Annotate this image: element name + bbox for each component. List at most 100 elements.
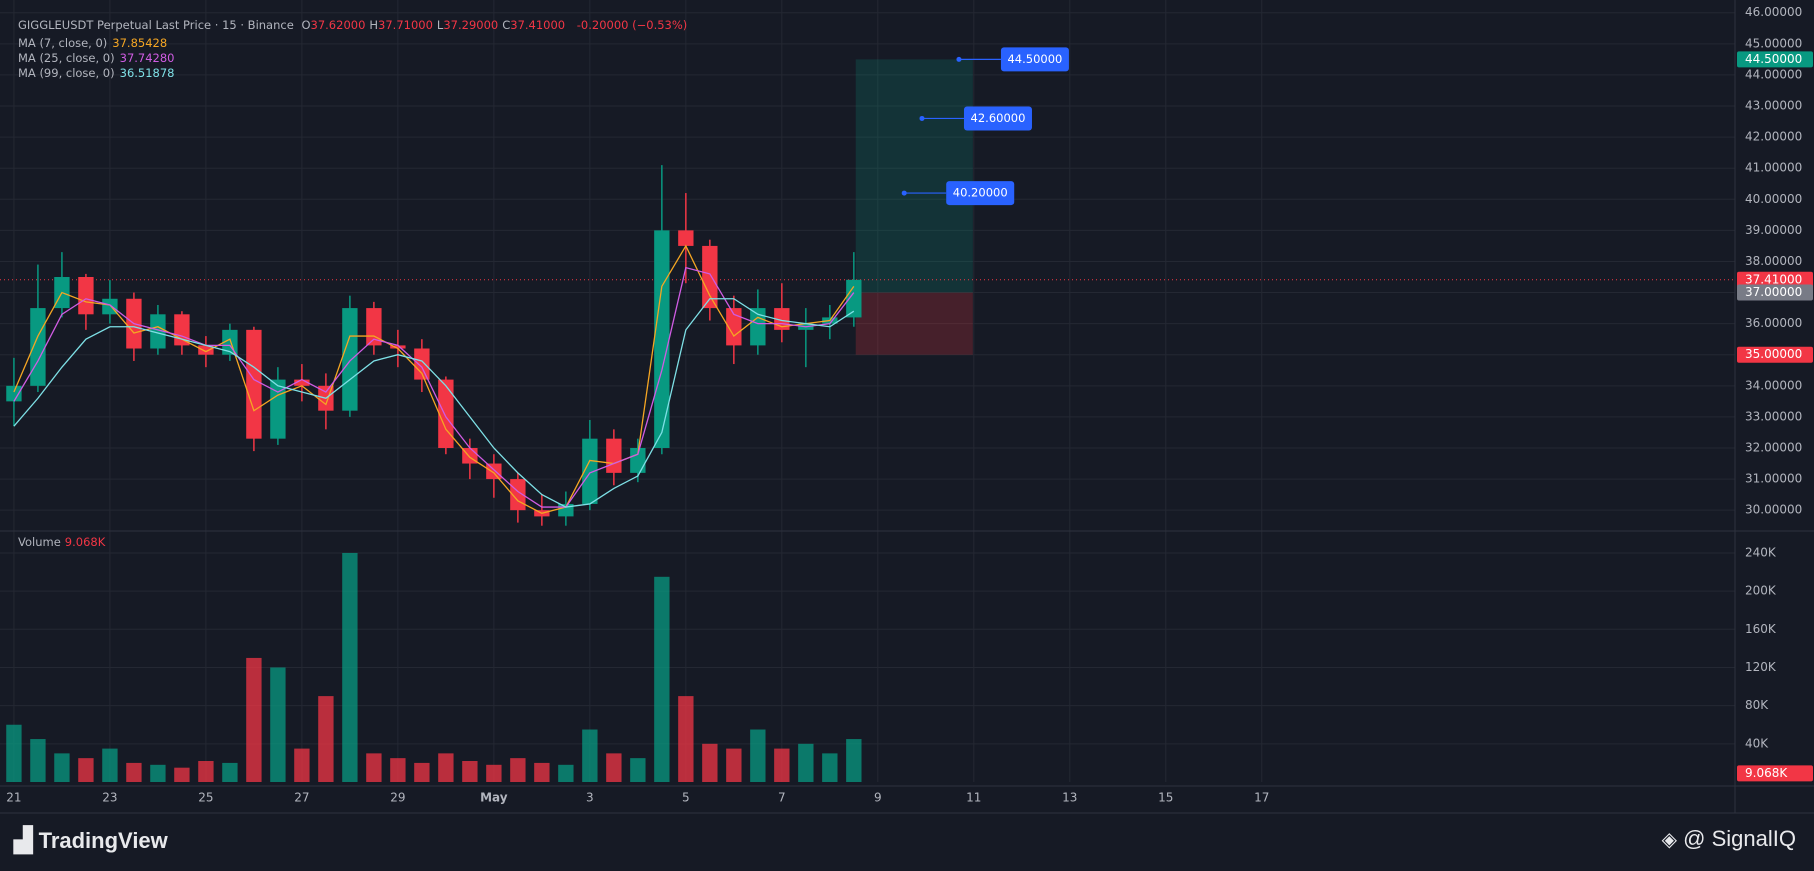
candle-body bbox=[438, 379, 454, 448]
volume-bar bbox=[198, 761, 214, 782]
y-tick-label: 44.00000 bbox=[1745, 67, 1802, 81]
candle-body bbox=[390, 345, 406, 349]
candle-body bbox=[222, 329, 238, 355]
volume-legend: Volume 9.068K bbox=[18, 535, 109, 549]
y-tick-label: 45.00000 bbox=[1745, 36, 1802, 50]
x-tick-label: May bbox=[480, 791, 508, 805]
ohlc-value: 37.41000 bbox=[510, 18, 566, 32]
volume-bar bbox=[30, 739, 46, 782]
ohlc-label: L bbox=[436, 18, 444, 32]
candle-body bbox=[654, 230, 670, 448]
volume-bar bbox=[750, 729, 766, 782]
ohlc-label: O bbox=[301, 18, 311, 32]
volume-bar bbox=[102, 748, 118, 782]
ma-value: 37.85428 bbox=[112, 36, 168, 50]
brand-logo: ▟ TradingView bbox=[14, 827, 168, 854]
x-tick-label: 21 bbox=[6, 791, 21, 805]
candle-body bbox=[582, 438, 598, 504]
y-tick-label: 42.00000 bbox=[1745, 130, 1802, 144]
x-tick-label: 29 bbox=[390, 791, 405, 805]
ma-legend-row: MA (25, close, 0) 37.74280 bbox=[18, 51, 175, 66]
volume-bar bbox=[390, 758, 406, 782]
x-tick-label: 27 bbox=[294, 791, 309, 805]
ohlc-value: 37.62000 bbox=[310, 18, 366, 32]
candle-body bbox=[846, 279, 862, 318]
ma-legend: MA (7, close, 0) 37.85428 MA (25, close, 0… bbox=[18, 36, 175, 81]
volume-bar bbox=[222, 762, 238, 782]
volume-tick-label: 200K bbox=[1745, 584, 1777, 598]
volume-bar bbox=[606, 753, 622, 782]
target-label: 42.60000 bbox=[971, 111, 1026, 125]
candle-body bbox=[726, 308, 742, 346]
ma-line bbox=[13, 266, 855, 508]
x-tick-label: 3 bbox=[586, 791, 594, 805]
price-badge bbox=[1737, 271, 1813, 288]
candle-body bbox=[150, 314, 166, 349]
candle-body bbox=[414, 348, 430, 380]
target-label: 40.20000 bbox=[953, 186, 1008, 200]
volume-bar bbox=[534, 762, 550, 782]
price-badge bbox=[1737, 284, 1813, 301]
volume-bar bbox=[318, 696, 334, 782]
candle-body bbox=[606, 438, 622, 473]
y-tick-label: 36.00000 bbox=[1745, 316, 1802, 330]
volume-bar bbox=[342, 552, 358, 782]
volume-bar bbox=[846, 739, 862, 782]
y-tick-label: 34.00000 bbox=[1745, 378, 1802, 392]
candle-body bbox=[750, 308, 766, 346]
volume-bar bbox=[126, 762, 142, 782]
x-tick-label: 11 bbox=[966, 791, 981, 805]
ma-line bbox=[13, 298, 855, 508]
x-tick-label: 7 bbox=[778, 791, 786, 805]
candle-body bbox=[246, 329, 262, 439]
y-tick-label: 40.00000 bbox=[1745, 192, 1802, 206]
brand-text: TradingView bbox=[38, 828, 168, 853]
ma-value: 36.51878 bbox=[119, 66, 175, 80]
y-tick-label: 43.00000 bbox=[1745, 99, 1802, 113]
change: -0.20000 (−0.53%) bbox=[576, 18, 688, 32]
volume-tick-label: 120K bbox=[1745, 660, 1777, 674]
watermark-text: @ SignalIQ bbox=[1683, 826, 1796, 851]
candle-body bbox=[702, 245, 718, 309]
header: GIGGLEUSDT Perpetual Last Price · 15 · B… bbox=[18, 18, 691, 32]
ohlc-label: H bbox=[369, 18, 379, 32]
volume-bar bbox=[438, 753, 454, 782]
candle-body bbox=[6, 385, 22, 402]
volume-bar bbox=[246, 657, 262, 782]
volume-tick-label: 80K bbox=[1745, 698, 1769, 712]
target-label-bg bbox=[963, 106, 1032, 131]
y-tick-label: 46.00000 bbox=[1745, 5, 1802, 19]
symbol-title: GIGGLEUSDT Perpetual Last Price · 15 · B… bbox=[18, 18, 294, 32]
ma-legend-row: MA (99, close, 0) 36.51878 bbox=[18, 66, 175, 81]
volume-bar bbox=[462, 761, 478, 782]
volume-badge bbox=[1737, 765, 1813, 782]
x-tick-label: 5 bbox=[682, 791, 690, 805]
candle-body bbox=[486, 463, 502, 480]
volume-bar bbox=[78, 758, 94, 782]
volume-bar bbox=[150, 764, 166, 782]
volume-bar bbox=[294, 748, 310, 782]
volume-bar bbox=[174, 767, 190, 782]
ma-name: MA (99, close, 0) bbox=[18, 66, 115, 80]
x-tick-label: 13 bbox=[1062, 791, 1077, 805]
price-badge bbox=[1737, 51, 1813, 68]
candle-body bbox=[78, 277, 94, 315]
volume-bar bbox=[486, 764, 502, 782]
candle-body bbox=[270, 379, 286, 439]
target-label: 44.50000 bbox=[1007, 52, 1062, 66]
ma-line bbox=[13, 244, 855, 514]
volume-value: 9.068K bbox=[64, 535, 106, 549]
volume-bar bbox=[510, 758, 526, 782]
ma-name: MA (25, close, 0) bbox=[18, 51, 115, 65]
candle-body bbox=[30, 308, 46, 386]
y-tick-label: 41.00000 bbox=[1745, 161, 1802, 175]
volume-badge-label: 9.068K bbox=[1745, 766, 1788, 780]
y-tick-label: 33.00000 bbox=[1745, 409, 1802, 423]
ma-legend-row: MA (7, close, 0) 37.85428 bbox=[18, 36, 175, 51]
volume-bar bbox=[654, 576, 670, 782]
profit-zone bbox=[855, 59, 973, 293]
volume-bar bbox=[678, 696, 694, 782]
volume-bar bbox=[726, 748, 742, 782]
